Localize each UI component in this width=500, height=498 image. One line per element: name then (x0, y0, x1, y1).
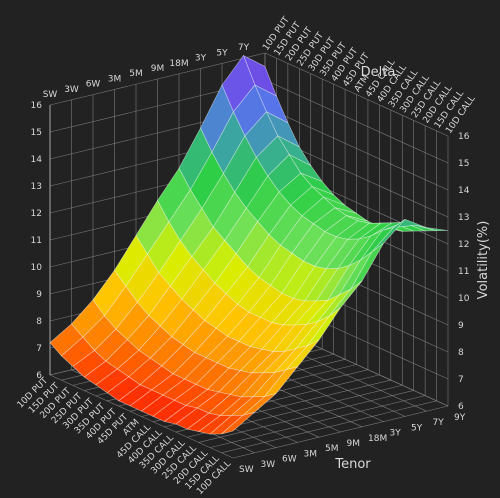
tenor-tick-label-back: 3W (64, 85, 79, 95)
z-axis-title: Volatility(%) (476, 221, 491, 300)
z-tick-label-left: 10 (31, 263, 43, 273)
tenor-tick-label-back: 7Y (238, 43, 250, 53)
z-tick-label-right: 13 (458, 213, 469, 223)
tenor-tick-label: 3W (261, 460, 276, 470)
grid-line-floor-delta (210, 395, 426, 448)
z-tick-label-left: 11 (31, 236, 42, 246)
z-tick-label-left: 7 (36, 344, 42, 354)
z-tick-label-right: 8 (458, 348, 464, 358)
tenor-tick-label: 3Y (390, 429, 402, 439)
z-tick-label-left: 6 (36, 371, 42, 381)
z-tick-label-left: 13 (31, 182, 42, 192)
tenor-tick-label: 18M (368, 434, 387, 444)
tenor-tick-label: 9M (347, 439, 361, 449)
tenor-tick-label: 5Y (411, 423, 423, 433)
z-tick-label-left: 15 (31, 128, 42, 138)
z-tick-label-right: 12 (458, 240, 469, 250)
z-tick-label-left: 9 (36, 290, 42, 300)
z-tick-label-right: 7 (458, 375, 464, 385)
z-tick-label-right: 9 (458, 321, 464, 331)
z-tick-label-right: 6 (458, 402, 464, 412)
z-tick-label-right: 16 (458, 132, 470, 142)
z-tick-label-left: 16 (31, 101, 43, 111)
y-axis-title: Delta (361, 65, 396, 80)
z-tick-label-right: 14 (458, 186, 470, 196)
tenor-tick-label-back: 9M (151, 64, 165, 74)
tenor-tick-label: 6W (282, 455, 297, 465)
tenor-tick-label: 3M (304, 449, 318, 459)
tenor-tick-label: 5M (325, 444, 339, 454)
x-axis-title: Tenor (334, 457, 371, 472)
tenor-tick-label: SW (239, 465, 254, 475)
grid-line-floor-delta (221, 400, 437, 454)
tenor-tick-label-back: 5Y (216, 48, 228, 58)
tenor-tick-label-back: 6W (86, 80, 101, 90)
z-tick-label-right: 15 (458, 159, 469, 169)
z-tick-label-left: 14 (31, 155, 43, 165)
surface-mesh (49, 54, 449, 435)
tenor-tick-label: 9Y (454, 413, 466, 423)
tenor-tick-label: 7Y (433, 418, 445, 428)
z-tick-label-left: 8 (36, 317, 42, 327)
z-tick-label-right: 10 (458, 294, 470, 304)
tenor-tick-label-back: 3M (108, 74, 122, 84)
z-tick-label-left: 12 (31, 209, 42, 219)
tenor-tick-label-back: 3Y (195, 54, 207, 64)
tenor-tick-label-back: 18M (169, 59, 188, 69)
tenor-tick-label-back: SW (43, 90, 58, 100)
grid-line-floor-delta (198, 390, 414, 443)
surface-cell (221, 412, 255, 435)
tenor-tick-label-back: 5M (129, 69, 143, 79)
grid-line-floor-delta (232, 405, 449, 459)
z-tick-label-right: 11 (458, 267, 469, 277)
